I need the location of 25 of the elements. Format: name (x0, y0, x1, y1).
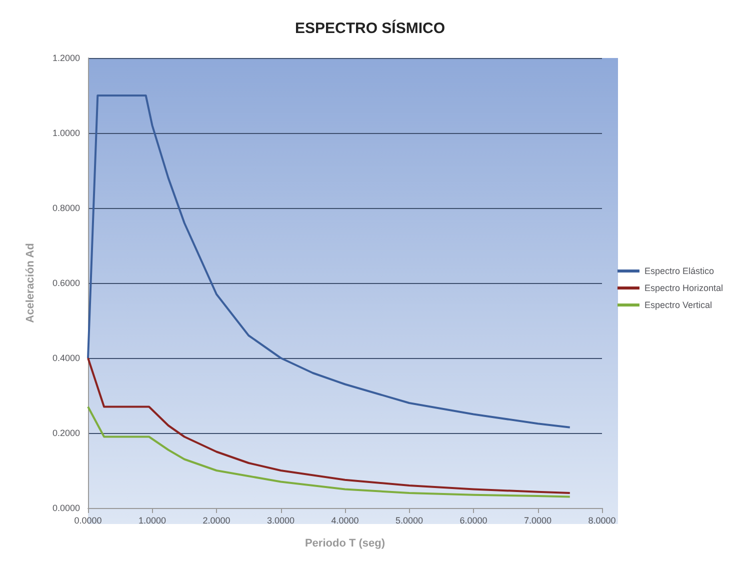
x-tick-label: 8.0000 (588, 516, 616, 526)
legend-label: Espectro Elástico (644, 266, 714, 276)
x-tick-label: 4.0000 (331, 516, 359, 526)
y-tick-label: 1.0000 (52, 128, 80, 138)
chart-title: ESPECTRO SÍSMICO (294, 19, 446, 37)
x-tick-label: 0.0000 (74, 516, 102, 526)
y-tick-label: 0.6000 (52, 278, 80, 288)
x-axis-title: Periodo T (seg) (304, 538, 386, 550)
y-tick-label: 0.0000 (52, 503, 80, 513)
y-axis-title: Aceleración Ad (24, 243, 36, 323)
x-tick-label: 5.0000 (395, 516, 424, 526)
y-tick-label: 0.4000 (52, 353, 80, 363)
x-tick-label: 7.0000 (524, 516, 552, 526)
legend-label: Espectro Vertical (644, 300, 712, 310)
x-tick-label: 2.0000 (202, 516, 230, 526)
x-tick-label: 1.0000 (138, 516, 166, 526)
x-tick-label: 6.0000 (460, 516, 488, 526)
line-series (87, 94, 571, 428)
y-tick-label: 0.2000 (52, 428, 80, 438)
legend-label: Espectro Horizontal (644, 283, 724, 293)
line-series (87, 406, 571, 498)
line-series (87, 357, 571, 494)
y-tick-label: 0.8000 (52, 203, 80, 213)
y-tick-label: 1.2000 (52, 53, 80, 63)
x-tick-label: 3.0000 (266, 516, 295, 526)
